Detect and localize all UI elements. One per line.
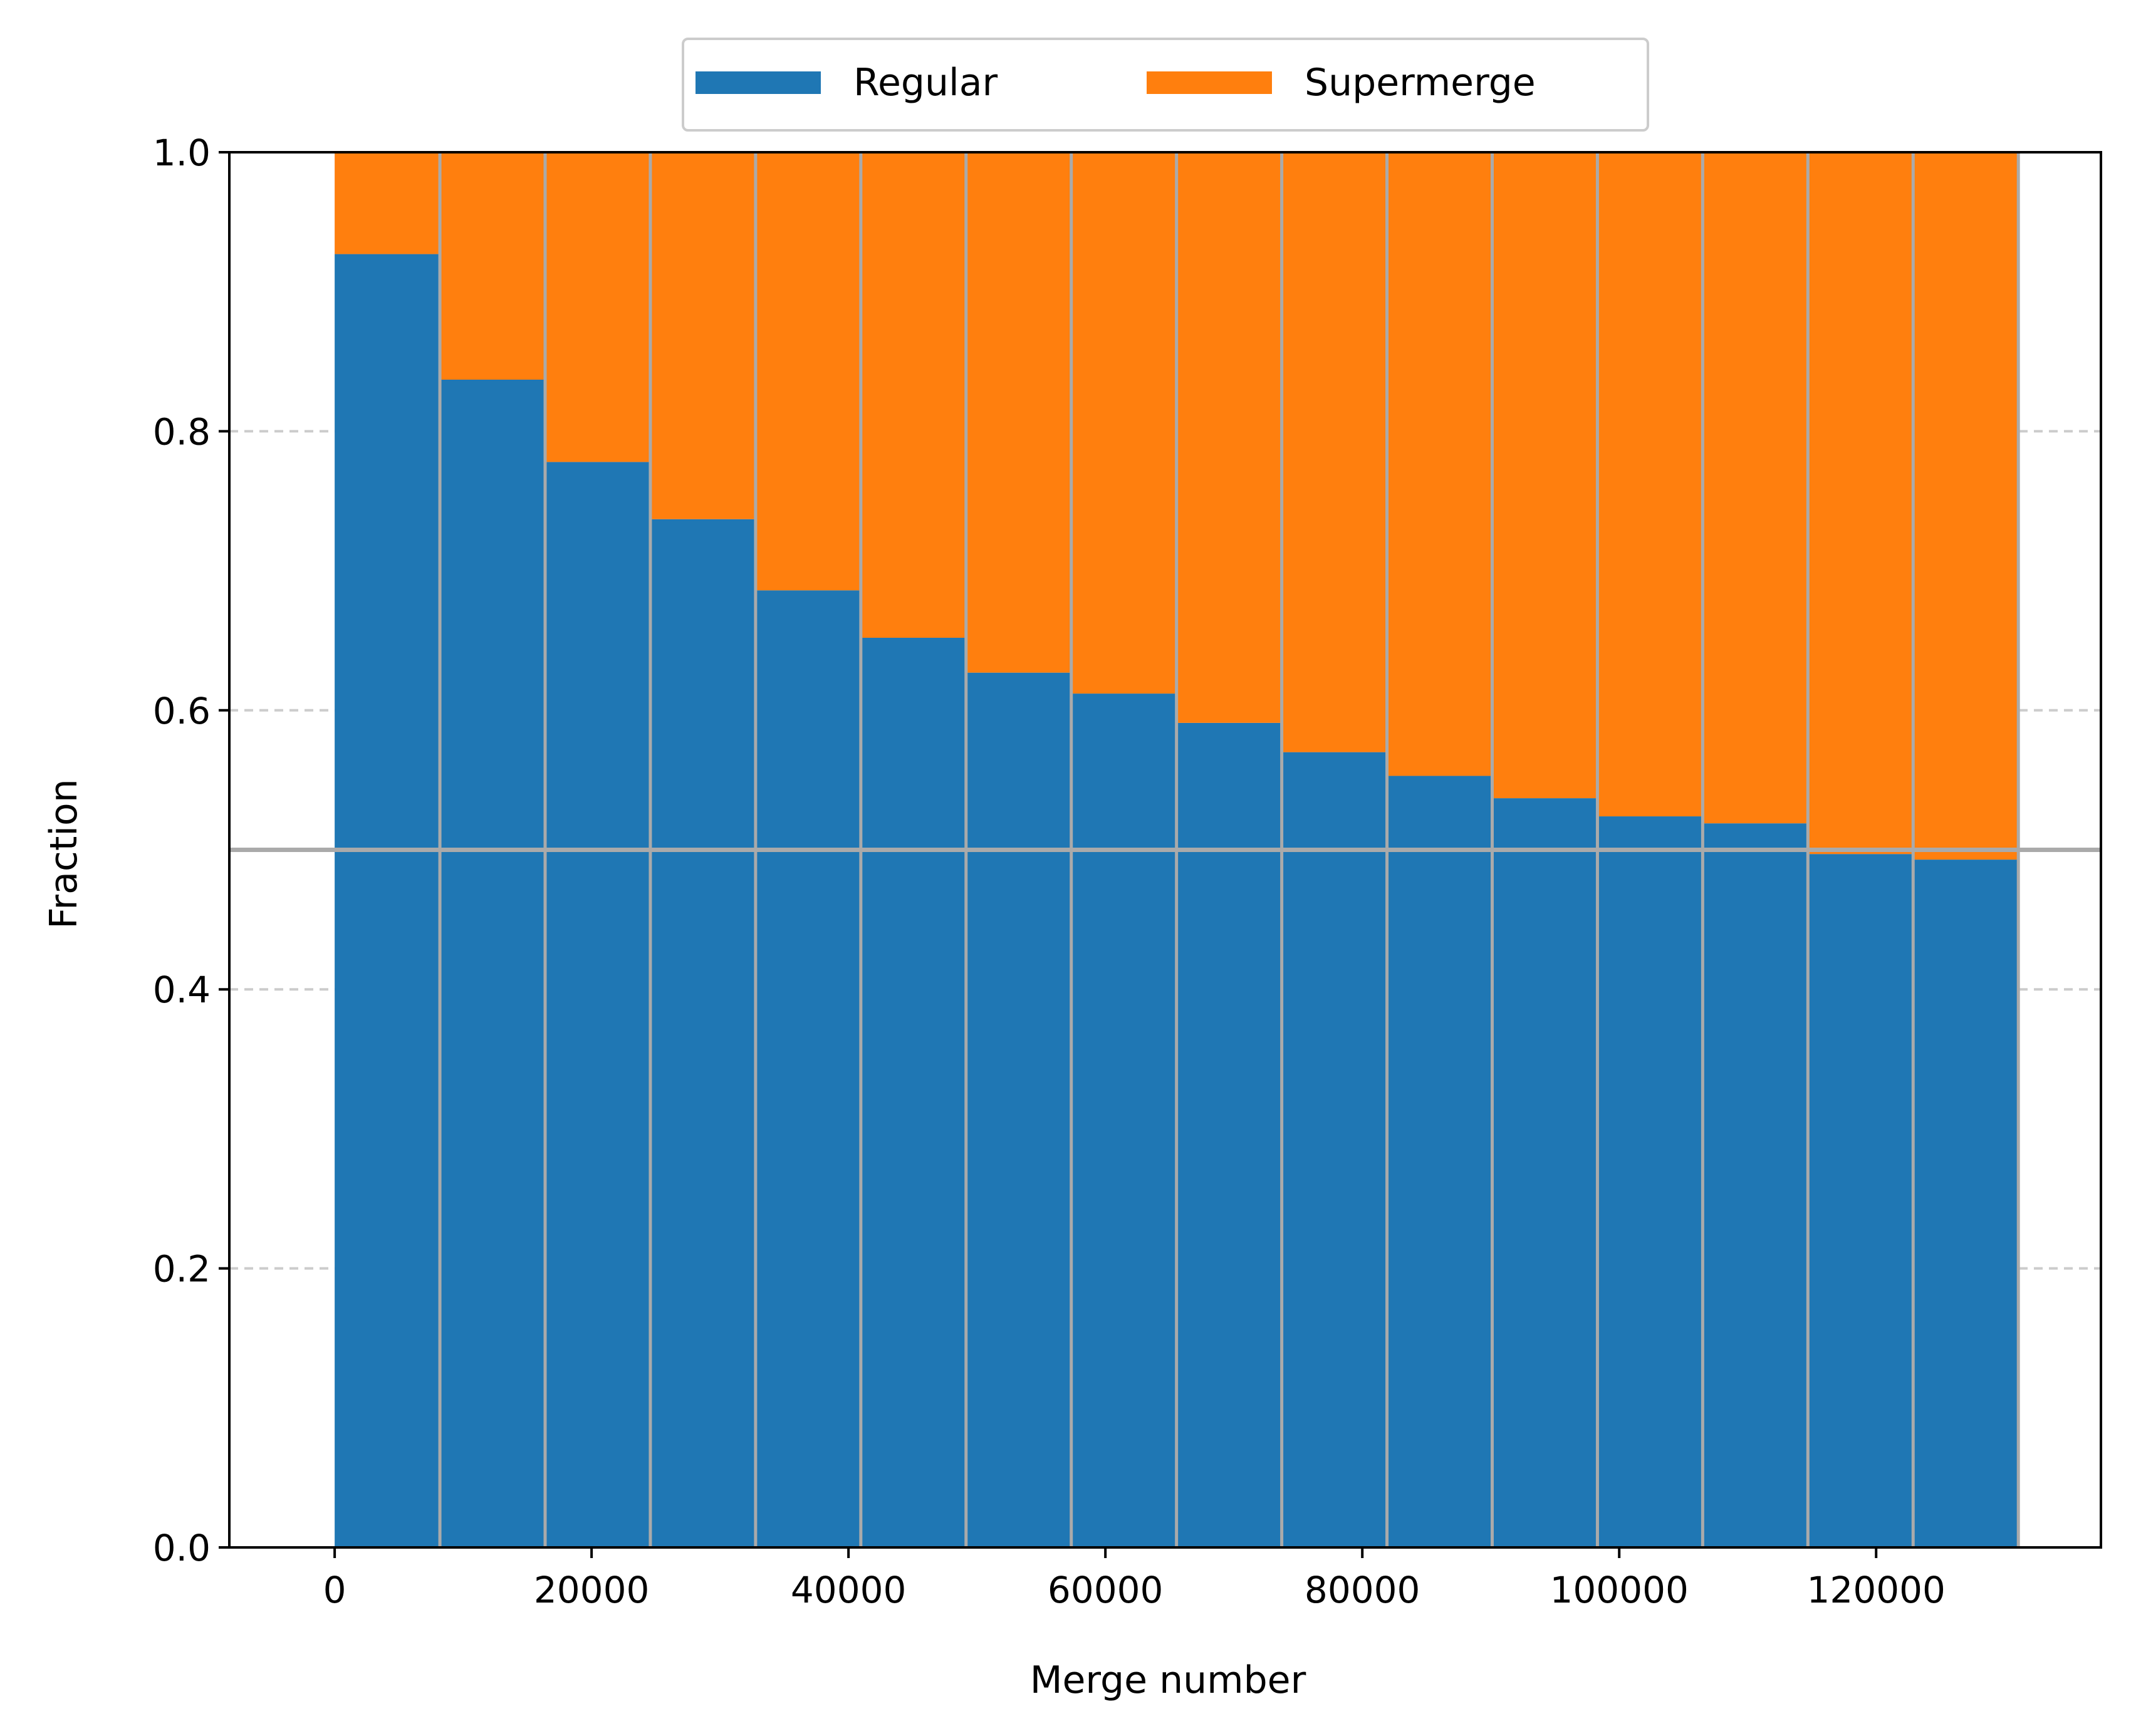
y-tick-label: 0.2 [153,1248,211,1291]
bar-supermerge [860,152,966,638]
y-tick-label: 0.4 [153,969,211,1011]
bar-supermerge [650,152,756,519]
y-tick-label: 0.0 [153,1527,211,1569]
legend-label-regular: Regular [853,61,998,105]
bar-regular [1702,823,1808,1547]
x-tick-label: 60000 [1048,1569,1164,1611]
bar-supermerge [1492,152,1598,799]
x-tick-label: 100000 [1550,1569,1689,1611]
bar-regular [544,462,650,1547]
bar-supermerge [1597,152,1703,817]
bar-supermerge [1913,152,2019,860]
y-tick-label: 1.0 [153,132,211,174]
bar-regular [1387,776,1493,1547]
bar-supermerge [1387,152,1493,776]
bar-supermerge [544,152,650,462]
bar-regular [1597,816,1703,1547]
bar-supermerge [755,152,861,591]
bar-regular [1176,722,1282,1547]
x-tick-label: 0 [323,1569,346,1611]
legend: Regular Supermerge [682,38,1649,132]
legend-swatch-regular [696,71,821,94]
y-tick-label: 0.6 [153,690,211,732]
bar-supermerge [1808,152,1914,855]
bar-supermerge [1071,152,1177,694]
legend-label-supermerge: Supermerge [1305,61,1536,105]
axes: 0.0 0.2 0.4 0.6 0.8 1.0 0 20000 40000 60000 80000 1… [153,132,2102,1611]
bar-supermerge [1176,152,1282,723]
x-tick-label: 80000 [1305,1569,1420,1611]
bar-supermerge [335,152,440,254]
legend-swatch-supermerge [1147,71,1272,94]
y-axis-label: Fraction [42,779,86,929]
bar-regular [650,519,756,1548]
bar-regular [755,590,861,1547]
bars [335,152,2020,1548]
bar-supermerge [440,152,545,380]
bar-regular [1913,860,2019,1547]
x-tick-label: 120000 [1807,1569,1946,1611]
bar-regular [966,672,1071,1547]
bar-regular [860,637,966,1547]
bar-supermerge [966,152,1071,673]
x-axis-label: Merge number [1030,1658,1306,1702]
y-tick-label: 0.8 [153,410,211,453]
bar-regular [1808,854,1914,1547]
bar-supermerge [1702,152,1808,824]
x-tick-label: 40000 [791,1569,907,1611]
x-tick-label: 20000 [534,1569,650,1611]
bar-regular [440,380,545,1547]
bar-regular [335,254,440,1547]
bar-regular [1281,752,1387,1547]
bar-regular [1492,798,1598,1547]
plot-frame [228,151,2102,1549]
bar-supermerge [1281,152,1387,752]
bar-regular [1071,694,1177,1547]
